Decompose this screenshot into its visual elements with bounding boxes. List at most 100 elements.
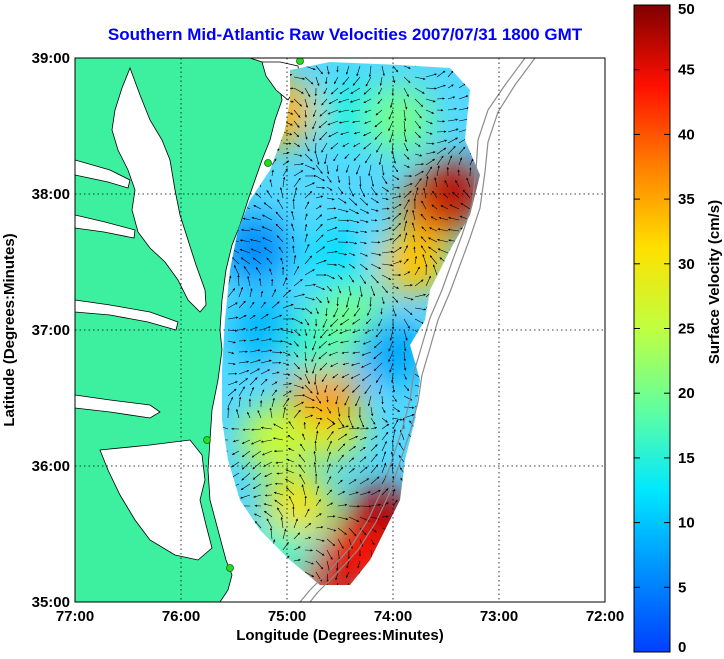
velocity-vector	[447, 228, 460, 232]
velocity-vector	[312, 120, 317, 130]
velocity-vector	[378, 318, 383, 327]
station-marker	[264, 159, 272, 167]
velocity-vector	[352, 318, 361, 325]
velocity-vector	[378, 153, 383, 165]
velocity-vector	[238, 378, 248, 386]
velocity-vector	[304, 373, 310, 385]
velocity-vector	[403, 271, 411, 276]
velocity-vector	[304, 76, 314, 85]
velocity-vector	[335, 571, 339, 581]
velocity-vector	[365, 76, 372, 87]
velocity-vector	[348, 230, 359, 234]
velocity-vector	[315, 65, 323, 75]
velocity-vector	[370, 186, 378, 196]
velocity-vector	[392, 212, 402, 221]
velocity-vector	[240, 257, 251, 265]
velocity-vector	[275, 211, 284, 221]
velocity-vector	[328, 98, 339, 105]
y-tick-label: 38:00	[32, 186, 70, 203]
velocity-vector	[313, 450, 317, 463]
velocity-vector	[326, 164, 330, 175]
velocity-vector	[304, 318, 310, 326]
y-ticks: 35:00 36:00 37:00 38:00 39:00	[32, 50, 70, 611]
bathymetry-contour	[309, 58, 536, 602]
velocity-vector	[348, 491, 359, 496]
velocity-vector	[364, 120, 372, 124]
velocity-vector	[388, 340, 394, 352]
velocity-vector	[237, 274, 240, 287]
velocity-vector	[337, 503, 348, 507]
map-plot-area: 77:00 76:00 75:00 74:00 73:00 72:00 35:00 36:0…	[32, 50, 625, 625]
velocity-vector	[300, 443, 306, 452]
velocity-vector	[249, 368, 260, 375]
velocity-vector	[260, 290, 264, 298]
velocity-vector	[326, 502, 334, 507]
velocity-vector	[420, 245, 427, 254]
velocity-vector	[239, 239, 251, 243]
velocity-vector	[238, 339, 247, 342]
velocity-vector	[363, 131, 372, 137]
chesapeake-bay	[111, 66, 207, 313]
velocity-vector	[436, 70, 446, 78]
velocity-vector	[403, 406, 415, 409]
velocity-vector	[271, 389, 277, 397]
colorbar-label: Surface Velocity (cm/s)	[706, 200, 723, 364]
velocity-vector	[279, 187, 284, 199]
velocity-vector	[293, 76, 305, 80]
velocity-vector	[370, 435, 378, 441]
velocity-vector	[361, 362, 372, 368]
velocity-vector	[231, 450, 240, 455]
velocity-vector	[319, 109, 328, 117]
x-axis-label: Longitude (Degrees:Minutes)	[236, 627, 444, 644]
velocity-vector	[425, 175, 429, 188]
velocity-vector	[313, 329, 317, 339]
velocity-vector	[293, 170, 304, 177]
x-tick-label: 77:00	[56, 608, 94, 625]
velocity-vector	[348, 208, 360, 215]
velocity-region	[359, 316, 427, 385]
velocity-vector	[315, 421, 320, 430]
velocity-vector	[403, 109, 407, 122]
velocity-vector	[276, 235, 284, 243]
velocity-vector	[429, 227, 438, 232]
velocity-vector	[260, 389, 265, 397]
velocity-vector	[344, 582, 350, 585]
velocity-vector	[293, 279, 303, 287]
velocity-vector	[304, 120, 307, 128]
velocity-vector	[326, 515, 336, 518]
velocity-vector	[260, 349, 273, 353]
velocity-vector	[370, 208, 379, 212]
velocity-vector	[275, 461, 284, 464]
velocity-vector	[304, 340, 308, 349]
velocity-vector	[381, 515, 389, 518]
velocity-vector	[293, 142, 300, 147]
velocity-vector	[373, 362, 383, 371]
velocity-vector	[238, 369, 250, 375]
velocity-vector	[466, 177, 471, 188]
velocity-vector	[447, 145, 456, 155]
velocity-vector	[315, 513, 322, 518]
velocity-vector	[403, 65, 411, 69]
velocity-vector	[282, 277, 288, 287]
velocity-vector	[447, 96, 456, 100]
velocity-vector	[328, 351, 339, 356]
velocity-vector	[278, 246, 284, 254]
velocity-vector	[327, 120, 339, 126]
velocity-vector	[269, 268, 273, 276]
velocity-vector	[412, 209, 416, 221]
velocity-vector	[293, 546, 301, 551]
velocity-vector	[293, 265, 300, 276]
velocity-vector	[262, 450, 273, 456]
colorbar-ticks: 0 5 10 15 20 25 30 35 40 45 50	[634, 1, 695, 656]
velocity-vector	[381, 395, 384, 405]
velocity-vector	[348, 527, 357, 537]
velocity-vector	[239, 248, 251, 254]
velocity-vector	[444, 180, 449, 188]
colorbar-tick-label: 15	[678, 450, 695, 467]
velocity-vector	[381, 406, 386, 413]
velocity-vector	[348, 252, 356, 256]
velocity-vector	[452, 191, 460, 199]
velocity-vector	[337, 186, 344, 195]
velocity-vector	[348, 435, 358, 441]
velocity-vector	[293, 394, 306, 397]
